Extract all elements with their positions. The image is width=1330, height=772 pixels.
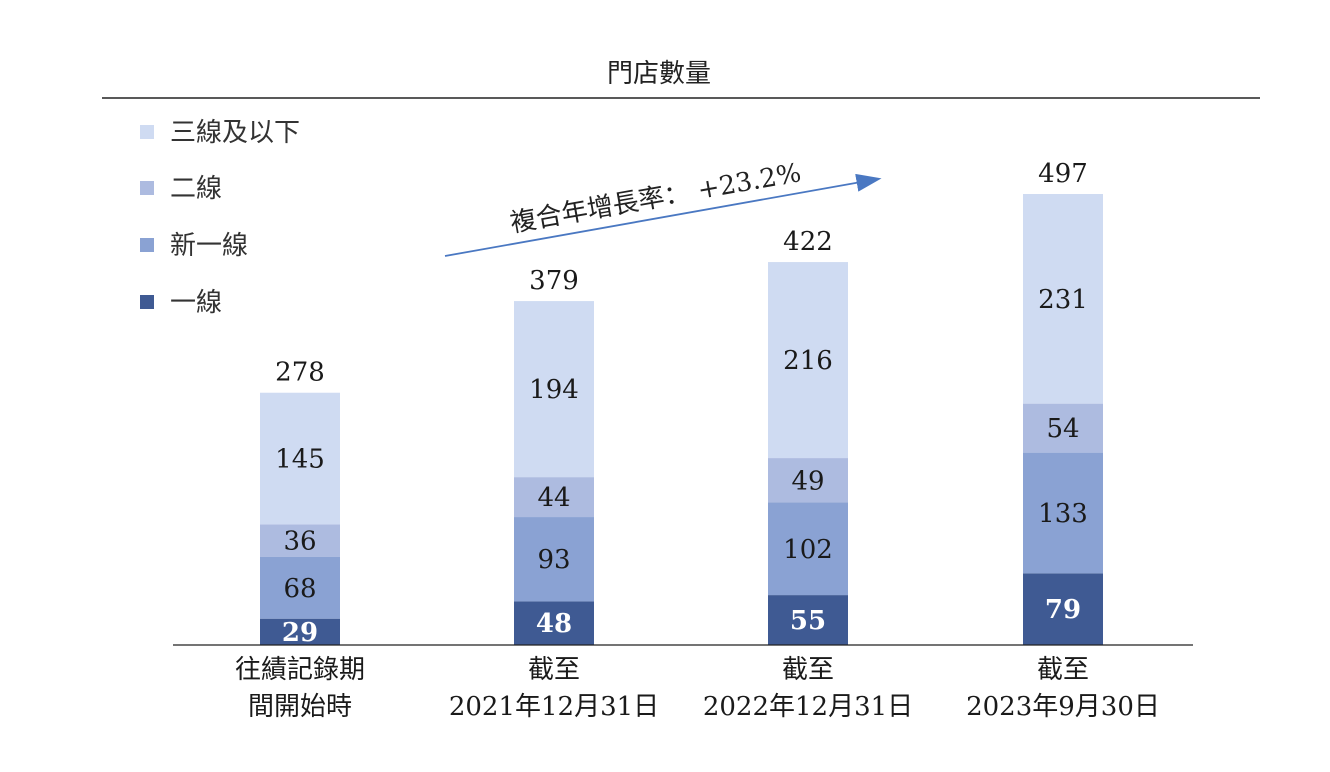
bar-segment	[514, 601, 594, 645]
data-label: 194	[529, 375, 579, 405]
legend-swatch	[140, 181, 154, 195]
data-label: 55	[790, 606, 826, 636]
category-label: 截至	[782, 655, 834, 685]
category-label: 2023年9月30日	[966, 692, 1160, 722]
legend-label: 三線及以下	[170, 118, 300, 148]
bar-segment	[514, 477, 594, 518]
legend-swatch	[140, 125, 154, 139]
bar-segment	[768, 595, 848, 645]
legend-label: 二線	[170, 174, 222, 204]
bar-segment	[1023, 573, 1103, 645]
category-label: 2021年12月31日	[449, 692, 659, 722]
data-label: 29	[282, 618, 318, 648]
data-label: 49	[791, 466, 824, 496]
data-label: 93	[537, 545, 570, 575]
data-label: 102	[783, 535, 833, 565]
category-label: 截至	[528, 655, 580, 685]
bar-segment	[260, 556, 340, 619]
category-labels: 往績記錄期間開始時截至2021年12月31日截至2022年12月31日截至202…	[235, 655, 1160, 722]
bar-segment	[514, 517, 594, 602]
data-label: 216	[783, 346, 833, 376]
category-label: 截至	[1037, 655, 1089, 685]
category-label: 2022年12月31日	[703, 692, 913, 722]
bars: 29 68 36 145 278 48 93 44 194 379 55 102 49 216 422 79 1…	[260, 159, 1103, 648]
bar-segment	[768, 502, 848, 596]
legend-label: 一線	[170, 288, 222, 318]
data-label: 48	[536, 609, 572, 639]
total-label: 379	[529, 266, 579, 296]
bar-segment	[1023, 403, 1103, 453]
total-label: 278	[275, 358, 325, 388]
bar-segment	[260, 392, 340, 525]
data-label: 231	[1038, 285, 1088, 315]
category-label: 往績記錄期	[235, 655, 365, 685]
bar-segment	[768, 458, 848, 503]
total-label: 422	[783, 227, 833, 257]
cagr-arrow	[444, 173, 882, 257]
data-label: 79	[1045, 595, 1081, 625]
bar-segment	[260, 618, 340, 645]
data-label: 133	[1038, 499, 1088, 529]
category-label: 間開始時	[248, 692, 352, 722]
data-label: 145	[275, 445, 325, 475]
data-label: 54	[1046, 414, 1079, 444]
chart-title: 門店數量	[607, 59, 711, 89]
data-label: 36	[283, 527, 316, 557]
cagr-label: 複合年增長率： +23.2%	[508, 158, 803, 239]
bar-segment	[1023, 452, 1103, 574]
data-label: 44	[537, 483, 570, 513]
legend-swatch	[140, 295, 154, 309]
total-label: 497	[1038, 159, 1088, 189]
legend-swatch	[140, 238, 154, 252]
data-label: 68	[283, 574, 316, 604]
bar-segment	[514, 301, 594, 478]
bar-segment	[260, 524, 340, 557]
bar-segment	[1023, 194, 1103, 404]
bar-segment	[768, 262, 848, 459]
legend-label: 新一線	[170, 231, 248, 261]
